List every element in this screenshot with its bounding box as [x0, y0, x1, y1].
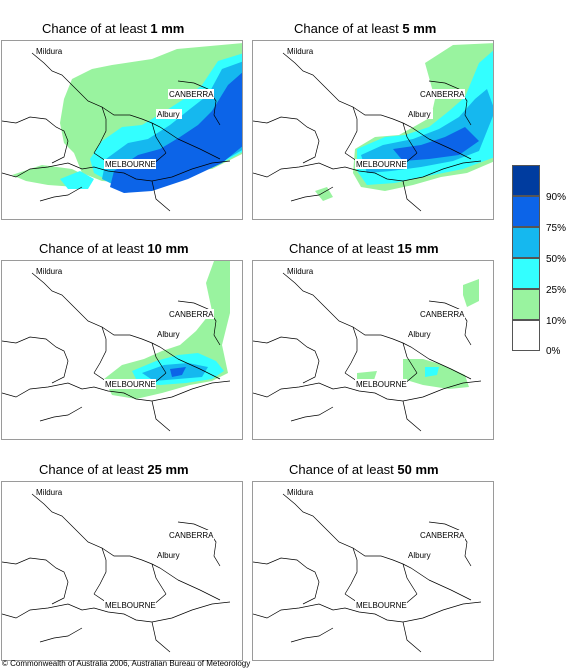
map-1mm: Mildura CANBERRA Albury MELBOURNE	[1, 40, 243, 220]
rain-cells	[315, 43, 493, 201]
melbourne-label: MELBOURNE	[105, 601, 156, 610]
map-10mm: Mildura CANBERRA Albury MELBOURNE	[1, 260, 243, 440]
borders	[2, 493, 231, 653]
albury-label: Albury	[408, 110, 431, 119]
canberra-label: CANBERRA	[169, 531, 214, 540]
mildura-label: Mildura	[36, 267, 63, 276]
legend-swatch-50	[512, 227, 540, 258]
legend-swatch-25	[512, 258, 540, 289]
panel-title-50mm: Chance of at least 50 mm	[289, 462, 439, 477]
panel-title-25mm: Chance of at least 25 mm	[39, 462, 189, 477]
mildura-label: Mildura	[287, 488, 314, 497]
albury-label: Albury	[157, 551, 180, 560]
map-50mm: Mildura CANBERRA Albury MELBOURNE	[252, 481, 494, 661]
legend-swatch-0	[512, 320, 540, 351]
canberra-label: CANBERRA	[420, 310, 465, 319]
mildura-label: Mildura	[287, 47, 314, 56]
mildura-label: Mildura	[36, 47, 63, 56]
copyright-notice: © Commonwealth of Australia 2006, Austra…	[2, 659, 251, 668]
canberra-label: CANBERRA	[420, 531, 465, 540]
melbourne-label: MELBOURNE	[105, 160, 156, 169]
legend-label-50: 50%	[546, 254, 567, 265]
map-25mm: Mildura CANBERRA Albury MELBOURNE	[1, 481, 243, 661]
legend-label-90: 90%	[546, 192, 567, 203]
legend-label-25: 25%	[546, 285, 567, 296]
melbourne-label: MELBOURNE	[356, 601, 407, 610]
albury-label: Albury	[408, 551, 431, 560]
panel-title-5mm: Chance of at least 5 mm	[294, 21, 437, 36]
legend-swatch-90	[512, 165, 540, 196]
panel-title-15mm: Chance of at least 15 mm	[289, 241, 439, 256]
map-15mm: Mildura CANBERRA Albury MELBOURNE	[252, 260, 494, 440]
legend-label-0: 0%	[546, 346, 561, 357]
borders	[253, 272, 482, 432]
borders	[253, 52, 482, 212]
albury-label: Albury	[157, 330, 180, 339]
mildura-label: Mildura	[36, 488, 63, 497]
borders	[253, 493, 482, 653]
map-5mm: Mildura CANBERRA Albury MELBOURNE	[252, 40, 494, 220]
legend-swatch-10	[512, 289, 540, 320]
mildura-label: Mildura	[287, 267, 314, 276]
albury-label: Albury	[408, 330, 431, 339]
panel-title-10mm: Chance of at least 10 mm	[39, 241, 189, 256]
canberra-label: CANBERRA	[420, 90, 465, 99]
albury-label: Albury	[157, 110, 180, 119]
rain-cells	[104, 261, 230, 399]
legend-label-75: 75%	[546, 223, 567, 234]
borders	[2, 52, 231, 212]
canberra-label: CANBERRA	[169, 310, 214, 319]
canberra-label: CANBERRA	[169, 90, 214, 99]
rain-cells	[357, 279, 479, 389]
melbourne-label: MELBOURNE	[105, 380, 156, 389]
melbourne-label: MELBOURNE	[356, 380, 407, 389]
legend-swatch-75	[512, 196, 540, 227]
panel-title-1mm: Chance of at least 1 mm	[42, 21, 185, 36]
legend-label-10: 10%	[546, 316, 567, 327]
melbourne-label: MELBOURNE	[356, 160, 407, 169]
